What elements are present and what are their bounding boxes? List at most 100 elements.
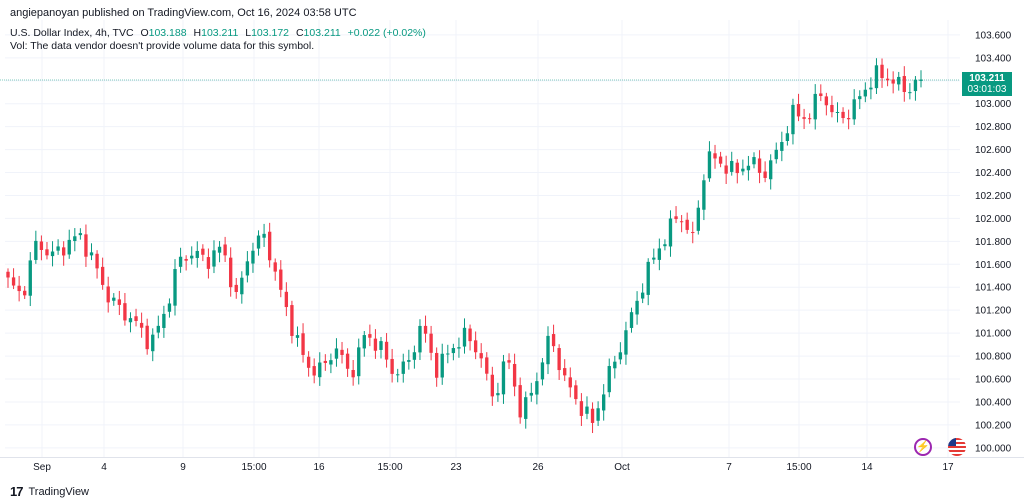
candle-body xyxy=(362,335,366,349)
candle-body xyxy=(379,341,383,350)
candle xyxy=(490,366,495,406)
candle xyxy=(390,348,394,383)
candle-body xyxy=(106,286,110,303)
candle-body xyxy=(251,250,255,264)
publish-header: angiepanoyan published on TradingView.co… xyxy=(10,7,357,19)
high-value: 103.211 xyxy=(201,27,239,39)
candle xyxy=(39,235,44,261)
x-tick-label: 26 xyxy=(532,462,544,473)
candle-body xyxy=(151,334,155,352)
candle-body xyxy=(306,356,311,368)
candle xyxy=(190,246,194,265)
candle xyxy=(151,328,155,362)
footer-brand-label: TradingView xyxy=(28,485,90,498)
footer-brand[interactable]: 17 TradingView xyxy=(10,484,89,499)
candle-body xyxy=(897,76,901,85)
chart-grid xyxy=(5,20,960,457)
candle-body xyxy=(551,334,556,347)
candle-body xyxy=(184,258,188,261)
candle xyxy=(206,248,211,279)
candle-body xyxy=(490,374,495,397)
candle xyxy=(351,359,355,386)
candle-body xyxy=(646,261,650,295)
candle-body xyxy=(162,313,166,328)
lightning-icon[interactable]: ⚡ xyxy=(914,438,932,456)
candle-body xyxy=(774,149,778,160)
candle-body xyxy=(796,104,801,117)
candle xyxy=(217,241,222,263)
candle-body xyxy=(640,292,645,299)
candle-body xyxy=(156,325,160,333)
candle xyxy=(446,344,450,364)
candle xyxy=(229,247,233,297)
candle-body xyxy=(84,234,88,257)
x-tick-label: Sep xyxy=(33,462,51,473)
candle-body xyxy=(368,334,372,338)
candle-body xyxy=(373,338,378,351)
candle-body xyxy=(11,277,16,286)
candle xyxy=(429,325,433,361)
candle xyxy=(284,282,289,317)
candle-body xyxy=(401,361,405,374)
candle-body xyxy=(602,394,606,411)
candle xyxy=(106,276,110,313)
tradingview-logo-icon: 17 xyxy=(10,484,24,499)
candle-body xyxy=(902,76,906,92)
candle-body xyxy=(585,406,589,414)
us-flag-icon[interactable] xyxy=(948,438,966,456)
candle xyxy=(763,161,767,183)
candle xyxy=(874,58,879,95)
candle xyxy=(11,268,16,290)
candle xyxy=(62,241,66,266)
candle-body xyxy=(468,328,472,342)
candle-body xyxy=(713,153,717,159)
candle xyxy=(212,240,216,274)
candle xyxy=(167,298,172,318)
candle-body xyxy=(757,158,762,173)
candle-body xyxy=(423,325,428,334)
candle xyxy=(112,293,116,306)
candle-body xyxy=(206,257,211,269)
candle-body xyxy=(17,285,21,292)
y-tick-label: 101.600 xyxy=(975,260,1012,271)
candle-body xyxy=(34,240,38,260)
last-price-value: 103.211 xyxy=(969,73,1005,84)
candle-body xyxy=(229,257,233,288)
x-tick-label: 15:00 xyxy=(786,462,811,473)
y-tick-label: 100.200 xyxy=(975,420,1012,431)
candle-body xyxy=(913,79,918,92)
high-label: H xyxy=(193,27,202,39)
y-tick-label: 100.400 xyxy=(975,397,1012,408)
candle-body xyxy=(78,233,83,236)
candle xyxy=(735,159,739,184)
candle xyxy=(802,108,806,130)
candle-body xyxy=(100,266,105,285)
candle-body xyxy=(301,333,305,355)
candle xyxy=(34,230,38,264)
y-tick-label: 103.400 xyxy=(975,53,1012,64)
candle-body xyxy=(50,251,55,257)
symbol-label[interactable]: U.S. Dollar Index, 4h, TVC xyxy=(10,27,134,39)
candle-body xyxy=(563,368,567,376)
candle-body xyxy=(434,352,439,378)
candle xyxy=(897,71,901,91)
candle xyxy=(774,142,778,164)
candle xyxy=(885,68,890,87)
candle xyxy=(841,107,845,124)
price-axis: 100.000 100.200 100.400 100.600 100.800 101.0… xyxy=(975,30,1012,454)
candle xyxy=(830,95,834,118)
candle-body xyxy=(830,104,834,113)
candle xyxy=(819,84,823,102)
candle xyxy=(902,66,906,102)
low-label: L xyxy=(245,27,252,39)
candle xyxy=(318,352,322,386)
candle xyxy=(746,155,751,181)
candle-body xyxy=(6,271,10,278)
candle xyxy=(835,102,840,123)
candle-body xyxy=(240,277,244,295)
candle xyxy=(691,221,695,244)
candle xyxy=(657,238,662,271)
candle xyxy=(357,338,361,385)
y-tick-label: 102.600 xyxy=(975,145,1012,156)
